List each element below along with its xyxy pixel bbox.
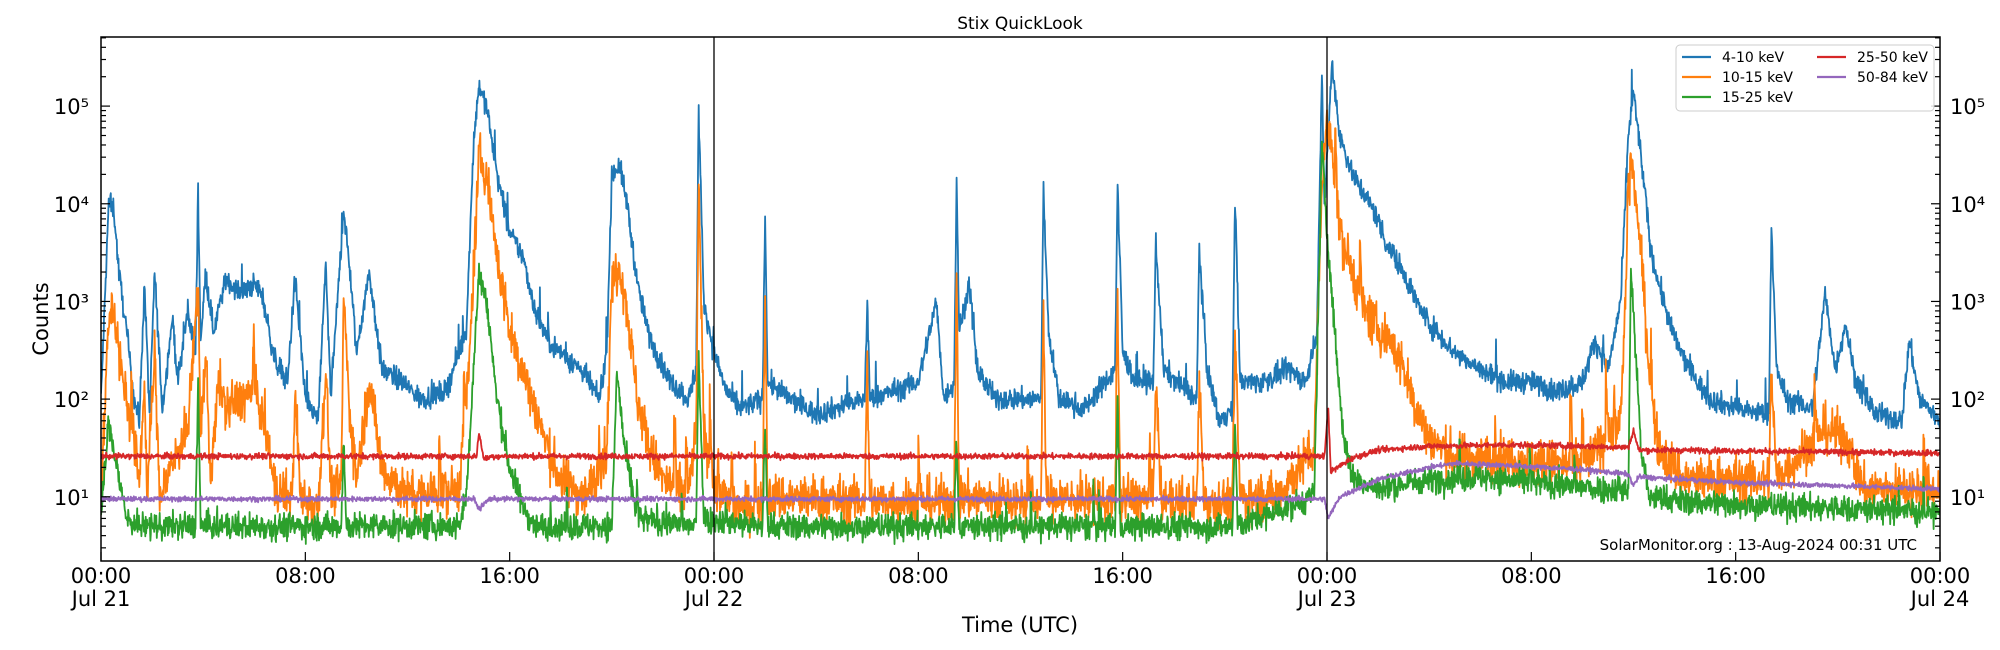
legend-box (1675, 44, 1935, 112)
legend-label: 10-15 keV (1722, 70, 1793, 86)
legend-label: 15-25 keV (1722, 90, 1793, 106)
y-tick-label: 10² (54, 388, 89, 412)
x-tick-label-time: 16:00 (479, 564, 540, 588)
x-axis-label: Time (UTC) (961, 613, 1078, 637)
legend-label: 25-50 keV (1857, 50, 1928, 66)
y-tick-label-right: 10⁵ (1950, 95, 1985, 119)
plot-frame (100, 36, 1941, 562)
legend: 4-10 keV 10-15 keV 15-25 keV 25-50 keV 50-84… (1675, 44, 1935, 112)
y-axis-label: Counts (29, 282, 53, 355)
x-tick-label-time: 00:00 (71, 564, 132, 588)
series-line-15-25-kev (101, 140, 1940, 545)
y-tick-label-right: 10³ (1950, 290, 1985, 314)
chart-title: Stix QuickLook (957, 14, 1083, 34)
series-line-4-10-kev (101, 60, 1940, 430)
x-tick-label-time: 08:00 (275, 564, 336, 588)
x-tick-label-time: 16:00 (1705, 564, 1766, 588)
x-tick-label-date: Jul 22 (683, 587, 744, 611)
y-tick-label-right: 10⁴ (1950, 193, 1985, 217)
series-line-25-50-kev (101, 407, 1940, 475)
y-tick-label: 10⁴ (54, 193, 89, 217)
x-tick-label-date: Jul 23 (1296, 587, 1357, 611)
y-tick-label: 10¹ (54, 486, 89, 510)
series-layer (101, 60, 1940, 545)
x-tick-label-time: 00:00 (1910, 564, 1971, 588)
watermark-annotation: SolarMonitor.org : 13-Aug-2024 00:31 UTC (1600, 536, 1917, 554)
y-tick-label-right: 10¹ (1950, 486, 1985, 510)
legend-label: 50-84 keV (1857, 70, 1928, 86)
x-tick-label-time: 00:00 (1297, 564, 1358, 588)
x-tick-label-time: 08:00 (888, 564, 949, 588)
legend-label: 4-10 keV (1722, 50, 1784, 66)
day-divider-lines (713, 37, 1328, 561)
y-tick-label: 10³ (54, 290, 89, 314)
x-tick-label-date: Jul 24 (1909, 587, 1970, 611)
x-tick-label-time: 16:00 (1092, 564, 1153, 588)
series-line-50-84-kev (101, 459, 1940, 520)
series-line-10-15-kev (101, 109, 1940, 539)
x-tick-label-date: Jul 21 (70, 587, 131, 611)
y-tick-label-right: 10² (1950, 388, 1985, 412)
x-tick-label-time: 00:00 (684, 564, 745, 588)
y-tick-label: 10⁵ (54, 95, 89, 119)
x-tick-label-time: 08:00 (1501, 564, 1562, 588)
